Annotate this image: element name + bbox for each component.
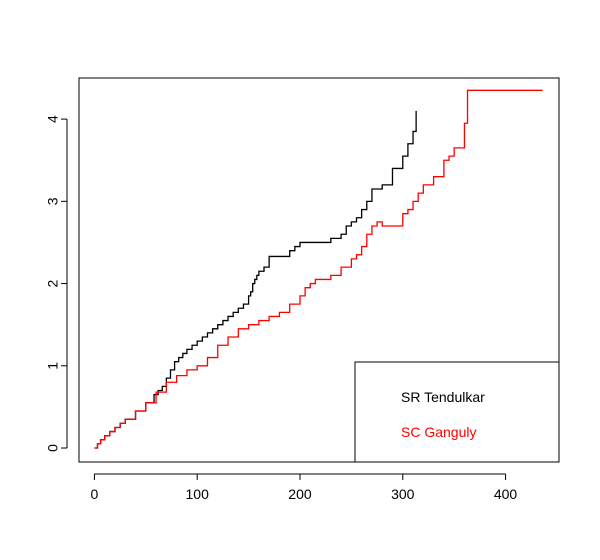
legend-label-sr-tendulkar: SR Tendulkar	[401, 389, 485, 405]
y-tick-label: 0	[45, 444, 61, 452]
y-tick-label: 1	[45, 362, 61, 370]
y-tick-label: 2	[45, 279, 61, 287]
axes: 0 100 200 300 400 0 1 2 3 4	[45, 115, 518, 502]
y-tick-label: 3	[45, 197, 61, 205]
series-group	[94, 89, 543, 449]
x-tick-label: 300	[391, 486, 415, 502]
x-tick-label: 0	[91, 486, 99, 502]
y-tick-label: 4	[45, 115, 61, 123]
x-tick-label: 100	[186, 486, 210, 502]
legend-label-sc-ganguly: SC Ganguly	[401, 424, 476, 440]
plot-frame	[78, 77, 560, 463]
legend-box	[354, 361, 560, 463]
x-tick-label: 400	[494, 486, 518, 502]
x-tick-label: 200	[288, 486, 312, 502]
legend: SR Tendulkar SC Ganguly	[354, 361, 560, 463]
series-line-sc-ganguly	[94, 89, 543, 449]
